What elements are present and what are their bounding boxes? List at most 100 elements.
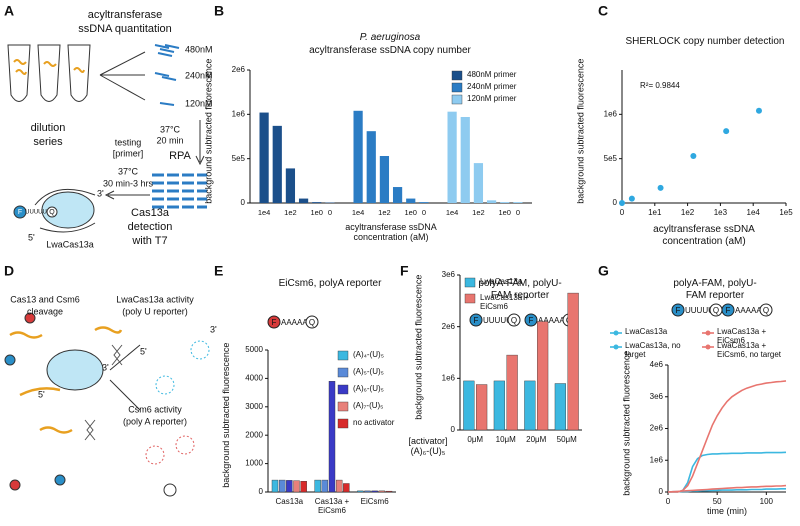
legend-swatch [337, 401, 349, 412]
chart-subtitle: acyltransferase ssDNA copy number [309, 45, 471, 56]
reporter-text: AAAAA [538, 316, 565, 325]
point [723, 128, 730, 135]
bar [419, 202, 429, 203]
fluor [721, 303, 735, 317]
fluor [24, 312, 36, 324]
y-tick-label: 2e6 [650, 424, 664, 433]
bar [567, 292, 579, 431]
bar [506, 354, 518, 431]
y-tick-label: 1e6 [442, 373, 456, 382]
line [667, 484, 787, 493]
x-tick-label: 0 [422, 208, 426, 217]
bar [364, 490, 371, 493]
y-axis-label: background subtracted fluorescence [574, 58, 585, 204]
fluor [9, 479, 21, 491]
bar [353, 110, 363, 203]
bar [392, 187, 403, 203]
point [657, 184, 664, 191]
bar [385, 490, 393, 493]
legend-label: (A)₇-(U)₅ [353, 401, 384, 410]
bar [493, 380, 505, 431]
diagram-text: 20 min [156, 135, 183, 145]
arrow [109, 344, 141, 411]
diagram-text: (poly A reporter) [123, 416, 187, 426]
cleaved-reporter [145, 445, 165, 465]
reporter-text: F [272, 318, 277, 327]
x-tick-label: 1e4 [258, 208, 271, 217]
legend-swatch [451, 94, 463, 105]
legend-swatch [613, 344, 619, 350]
y-tick-label: 0 [241, 198, 246, 207]
x-tick-label: 50 [713, 497, 722, 506]
y-axis-label: background subtracted fluorescence [202, 58, 213, 204]
x-tick-label: 1e4 [747, 208, 761, 217]
y-tick-label: 1e6 [232, 109, 246, 118]
bar [328, 381, 336, 493]
diagram-text: (poly U reporter) [122, 306, 188, 316]
bar [286, 480, 293, 493]
bar [357, 490, 364, 493]
x-tick-label: Cas13a [275, 497, 304, 506]
y-tick-label: 3e6 [442, 270, 456, 279]
bar [366, 131, 376, 203]
diagram-text: Csm6 activity [128, 404, 182, 414]
bar [343, 483, 350, 493]
bar [278, 479, 286, 493]
bar [272, 125, 282, 203]
bar [378, 490, 386, 493]
point [690, 153, 697, 160]
bar [476, 384, 488, 431]
arrow [99, 51, 146, 101]
reporter-text: Q [713, 306, 719, 315]
diagram-text: cleavage [27, 306, 63, 316]
bar [447, 111, 457, 203]
y-tick-label: 2e6 [442, 322, 456, 331]
x-axis-label: time (min) [707, 506, 747, 516]
reporter-text: F [529, 316, 534, 325]
diagram-d [4, 312, 210, 497]
x-tick-label: 1e1 [648, 208, 662, 217]
crrna [34, 188, 96, 233]
quencher [759, 303, 773, 317]
bar [463, 380, 475, 431]
legend-label: LwaCas13a + EiCsm6 [717, 327, 767, 346]
legend-swatch [464, 293, 476, 304]
x-tick-label: 0 [516, 208, 520, 217]
bar [321, 479, 329, 493]
bar [298, 198, 309, 203]
bar [513, 202, 523, 203]
x-tick-label: 100 [760, 497, 774, 506]
cleaved-reporter [175, 435, 195, 455]
bar [285, 168, 296, 203]
cas13a-protein [41, 191, 95, 229]
diagram-text: 30 min-3 hrs [103, 178, 154, 188]
reporter-text: UUUUU [25, 210, 47, 216]
diagram-a [7, 44, 207, 233]
x-tick-label: 10μM [495, 435, 516, 444]
x-tick-label: 0μM [467, 435, 484, 444]
x-axis-label: acyltransferase ssDNA concentration (aM) [345, 222, 437, 243]
bar [293, 480, 300, 493]
diagram-text: Cas13a [131, 207, 170, 219]
diagram-text: 3' [97, 188, 104, 198]
fluor [13, 205, 27, 219]
tube [7, 44, 31, 102]
quencher [305, 315, 319, 329]
bar [335, 479, 343, 493]
x-tick-label: 0 [328, 208, 332, 217]
diagram-text: [primer] [113, 148, 144, 158]
legend-swatch [337, 350, 349, 361]
diagram-text: dilution [31, 122, 66, 134]
x-tick-label: 1e4 [446, 208, 459, 217]
diagram-text: RPA [169, 150, 191, 162]
reporter-text: AAAAA [735, 306, 762, 315]
legend-swatch [337, 418, 349, 429]
cleaved-reporter [155, 375, 175, 395]
fluor [4, 354, 16, 366]
bar [371, 490, 378, 493]
diagram-text: 120nM [185, 98, 213, 108]
legend-swatch [337, 367, 349, 378]
x-tick-label: 1e2 [681, 208, 695, 217]
legend-label: LwaCas13a + EiCsm6, no target [717, 341, 782, 360]
